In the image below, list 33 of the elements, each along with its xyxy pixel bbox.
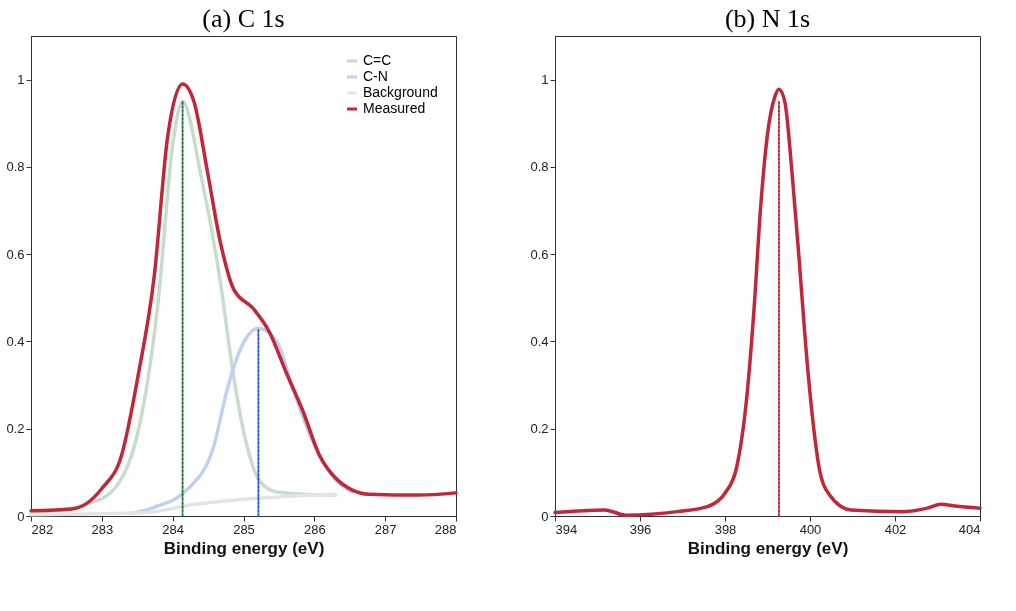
legend-label: C=C [363,52,392,68]
legend-label: Measured [363,100,426,116]
x-tick-label: 288 [434,521,457,537]
x-tick-label: 394 [555,521,578,537]
chart-title: (a) C 1s [202,4,285,33]
x-tick-label: 402 [884,521,907,537]
y-tick-label: 0.2 [6,421,25,437]
y-tick-label: 0 [541,508,549,524]
y-tick-label: 0.4 [6,333,25,349]
x-tick-label: 404 [958,521,981,537]
x-tick-label: 286 [303,521,326,537]
x-tick-label: 396 [629,521,652,537]
y-tick-label: 0 [17,508,25,524]
x-tick-label: 285 [233,521,255,537]
x-axis-title: Binding energy (eV) [163,538,325,558]
x-tick-label: 400 [799,521,822,537]
x-tick-label: 287 [374,521,397,537]
y-tick-label: 1 [17,72,25,88]
y-tick-label: 0.6 [6,246,25,262]
y-tick-label: 0.8 [530,159,549,175]
y-tick-label: 0.8 [6,159,25,175]
legend-label: C-N [363,68,388,84]
x-axis-title: Binding energy (eV) [687,538,849,558]
x-tick-label: 282 [31,521,54,537]
y-tick-label: 0.4 [530,333,549,349]
chart-title: (b) N 1s [724,4,811,33]
x-tick-label: 398 [714,521,737,537]
x-tick-label: 284 [162,521,185,537]
x-tick-label: 283 [91,521,114,537]
y-tick-label: 0.2 [530,421,549,437]
legend-label: Background [363,84,438,100]
y-tick-label: 1 [541,72,549,88]
y-tick-label: 0.6 [530,246,549,262]
